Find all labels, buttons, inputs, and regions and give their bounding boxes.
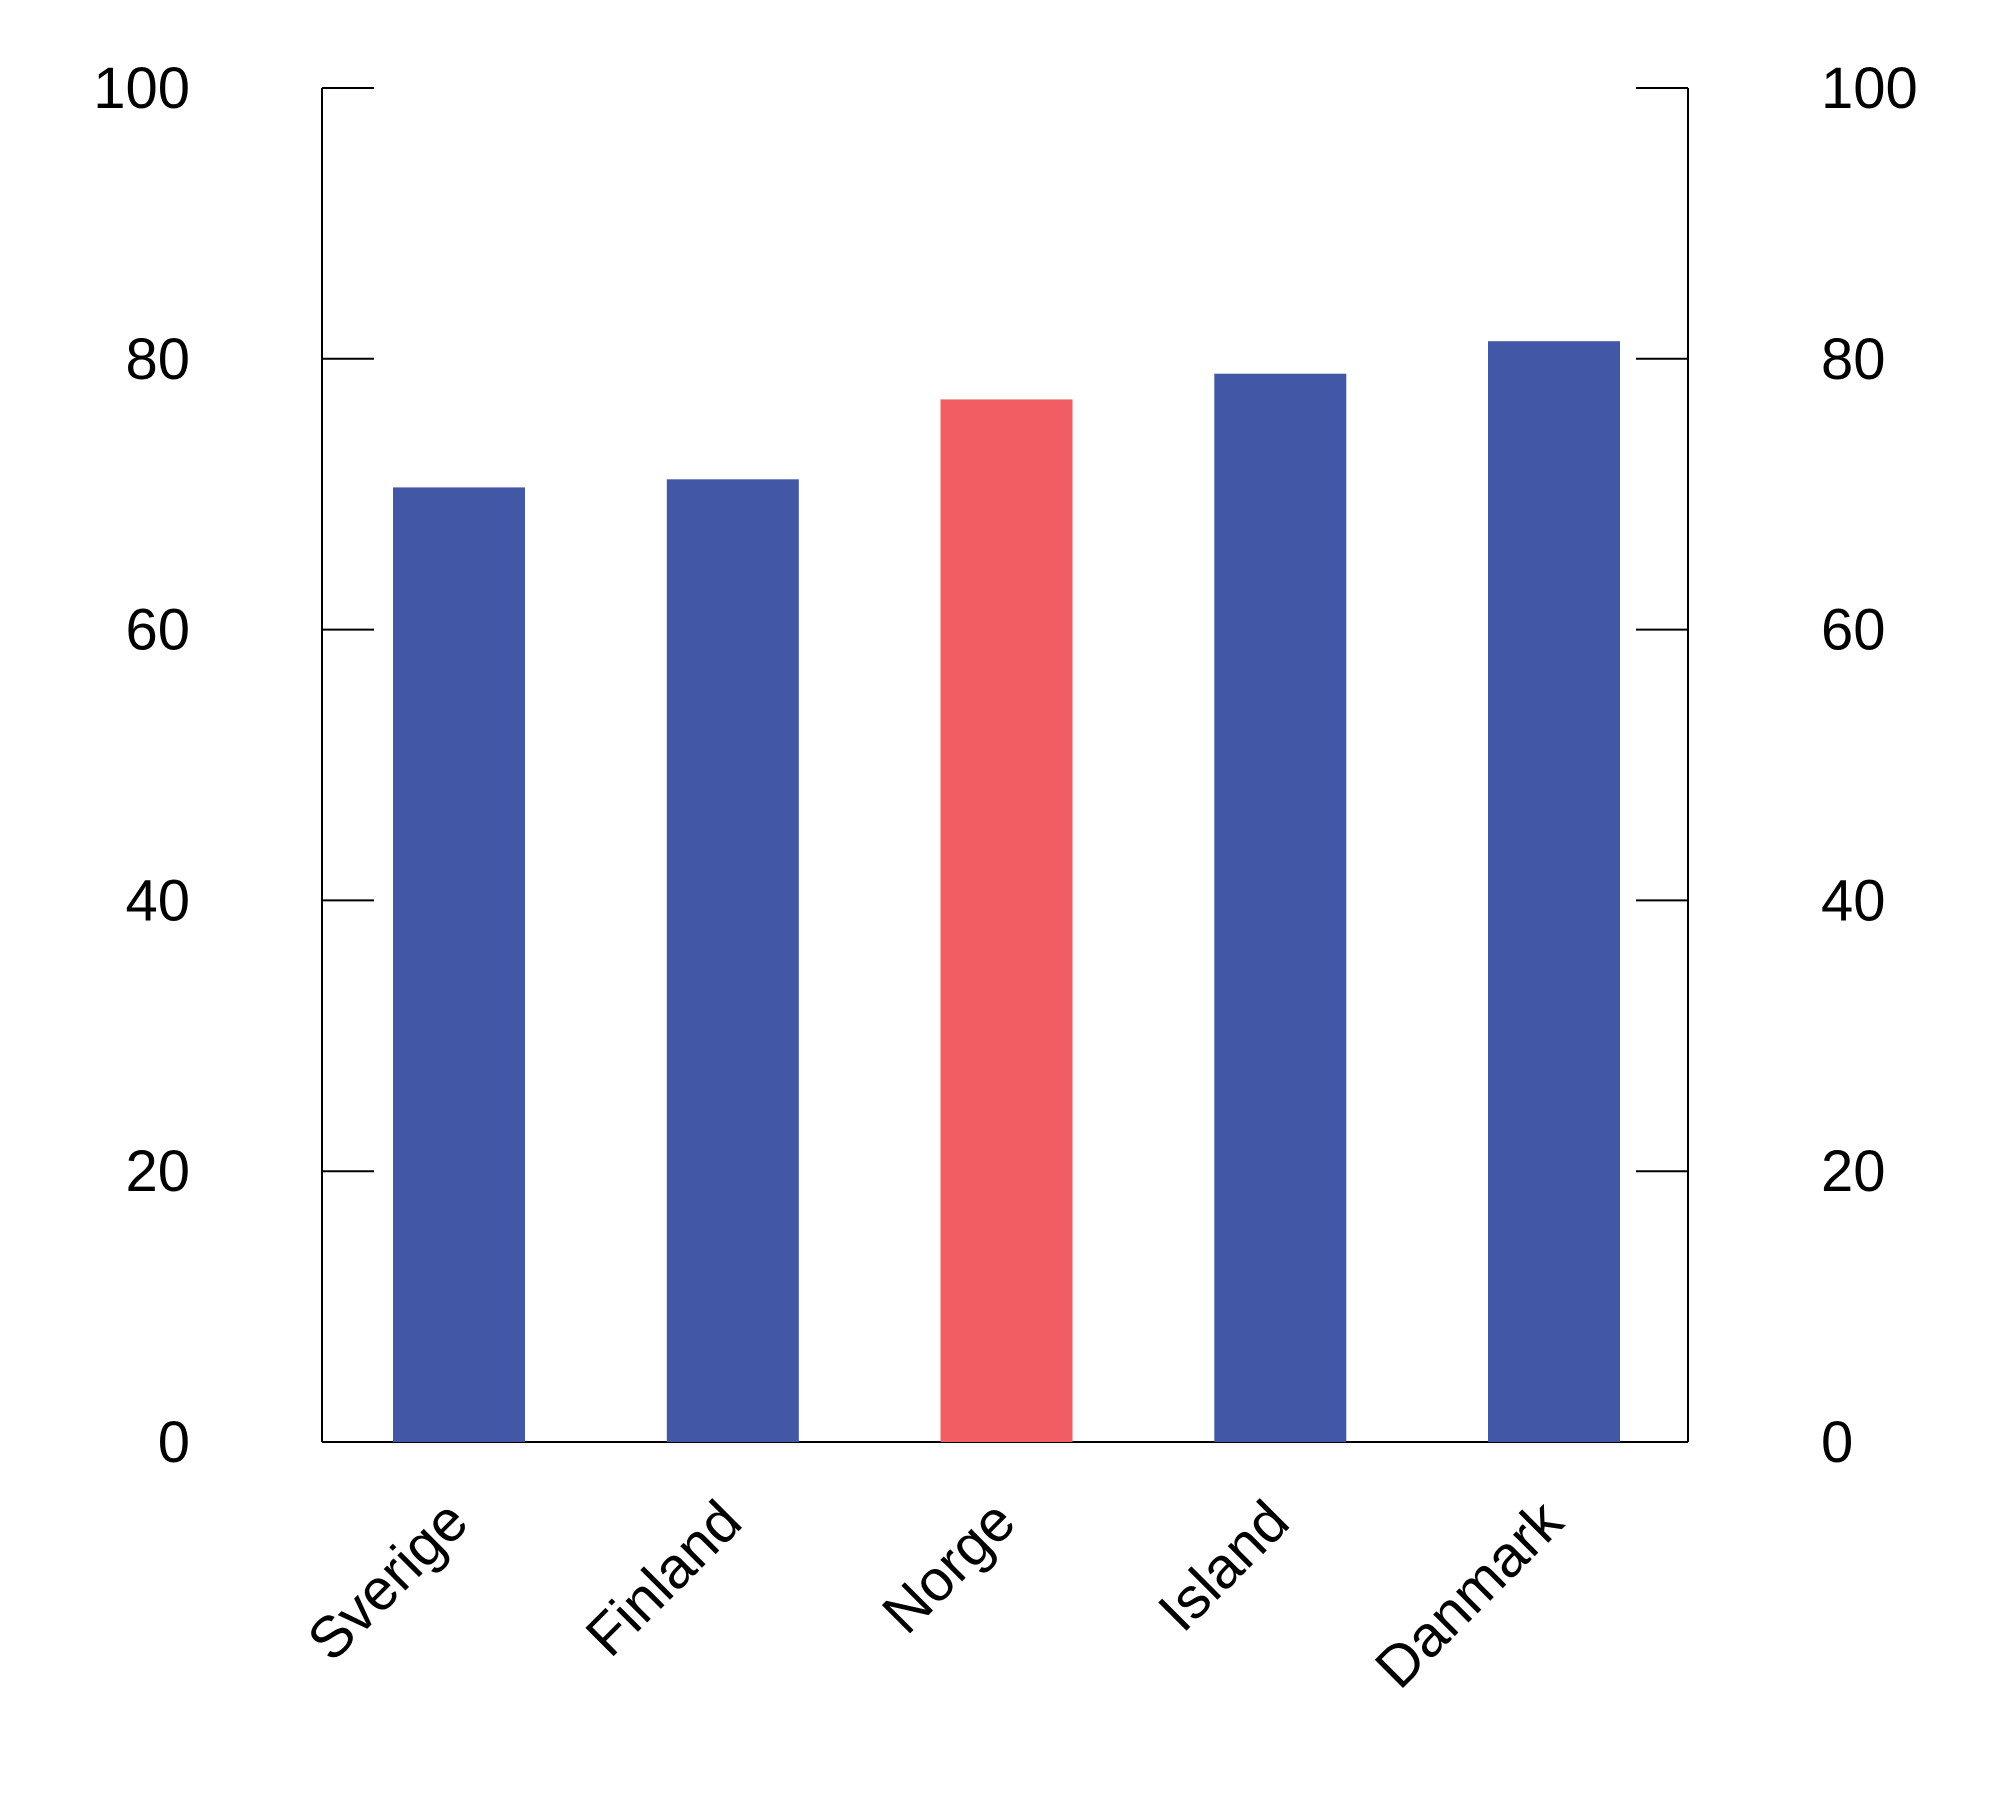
left-tick-label: 0	[158, 1410, 190, 1475]
left-tick-label: 80	[125, 327, 190, 392]
left-tick-label: 40	[125, 868, 190, 933]
right-tick-label: 100	[1821, 56, 1918, 121]
right-tick-label: 80	[1821, 327, 1886, 392]
x-tick-label: Island	[1146, 1488, 1301, 1643]
x-tick-label: Danmark	[1363, 1488, 1576, 1701]
right-tick-label: 40	[1821, 868, 1886, 933]
x-tick-label: Norge	[870, 1488, 1028, 1646]
right-tick-label: 20	[1821, 1139, 1886, 1204]
left-tick-label: 60	[125, 598, 190, 663]
right-y-axis: 0 20 40 60 80 100	[1636, 56, 1918, 1475]
right-tick-label: 60	[1821, 598, 1886, 663]
bar-norge	[940, 399, 1073, 1442]
bar-island	[1214, 373, 1347, 1443]
left-y-axis: 0 20 40 60 80 100	[93, 56, 374, 1475]
bar-group	[393, 341, 1620, 1443]
x-axis-labels: Sverige Finland Norge Island Danmark	[295, 1488, 1576, 1701]
bar-danmark	[1488, 341, 1620, 1443]
bar-finland	[666, 479, 799, 1442]
left-tick-label: 20	[125, 1139, 190, 1204]
left-tick-label: 100	[93, 56, 190, 121]
x-tick-label: Finland	[573, 1488, 753, 1668]
bar-sverige	[393, 487, 525, 1442]
x-tick-label: Sverige	[295, 1488, 480, 1673]
right-tick-label: 0	[1821, 1410, 1853, 1475]
